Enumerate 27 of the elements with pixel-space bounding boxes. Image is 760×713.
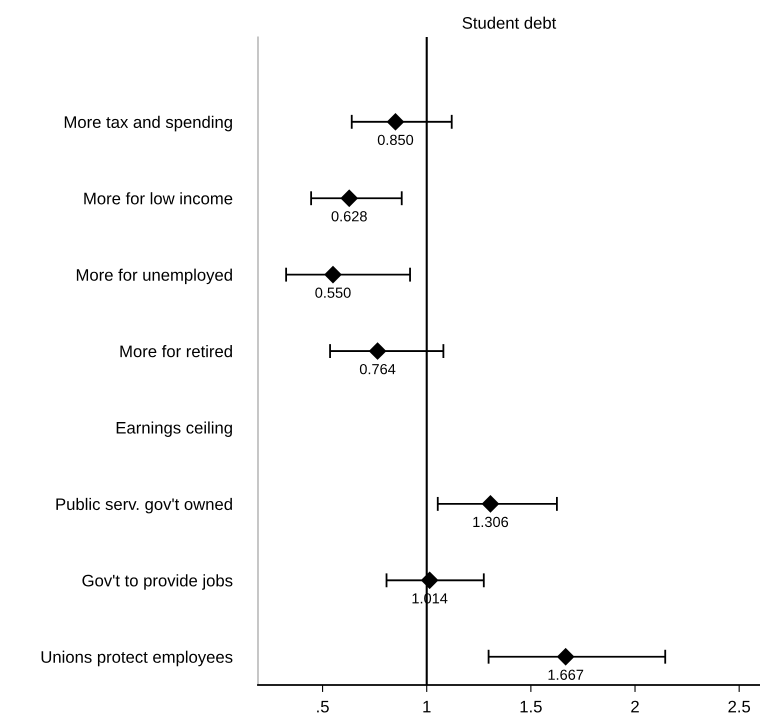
point (386, 113, 404, 130)
x-tick-label: .5 (317, 700, 329, 713)
data-label: 0.550 (315, 288, 351, 298)
data-label: 0.764 (360, 364, 396, 374)
x-tick-label: 2.5 (728, 700, 750, 713)
x-tick-label: 1 (423, 700, 431, 712)
y-tick-label: More tax and spending (64, 116, 232, 132)
point (324, 266, 342, 284)
data-label: 0.628 (332, 211, 367, 222)
y-tick-label: Gov't to provide jobs (82, 574, 232, 590)
y-tick-label: More for low income (84, 192, 232, 204)
point (340, 190, 358, 207)
data-label: 1.306 (473, 516, 508, 528)
x-tick-label: 2 (631, 700, 639, 712)
point (421, 572, 438, 589)
x-tick-label: 1.5 (520, 700, 542, 713)
y-tick-label: Unions protect employees (42, 650, 232, 666)
data-label: 0.850 (378, 134, 414, 146)
data-label: 1.667 (548, 670, 584, 680)
y-tick-label: Earnings ceiling (116, 421, 232, 437)
point (369, 342, 386, 360)
point (482, 495, 500, 512)
y-tick-label: Public serv. gov't owned (56, 498, 232, 514)
y-tick-label: More for retired (120, 345, 232, 358)
y-tick-label: More for unemployed (76, 268, 232, 284)
point (557, 648, 574, 666)
chart-title: Student debt (462, 16, 556, 29)
